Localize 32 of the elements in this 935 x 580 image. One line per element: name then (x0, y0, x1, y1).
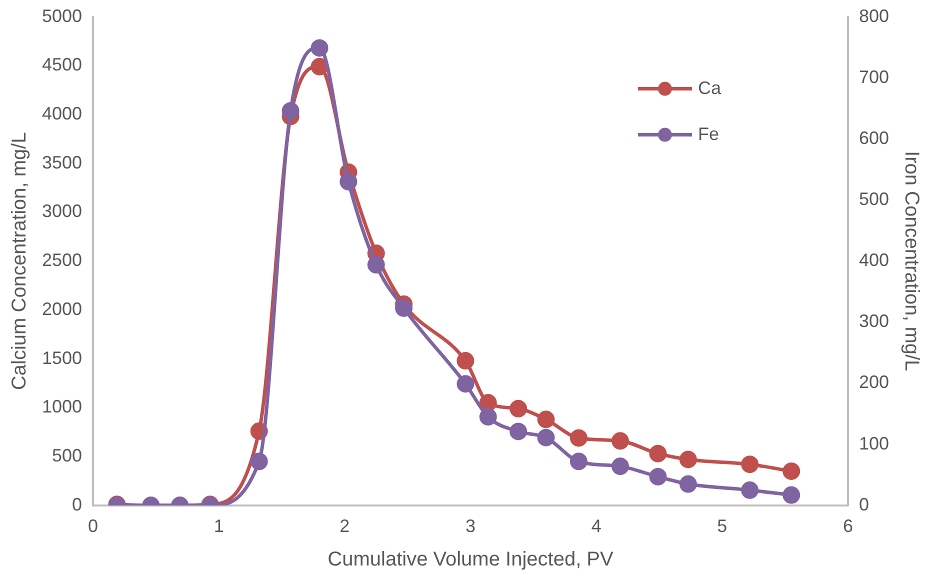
y-tick-label: 2000 (42, 298, 82, 319)
y-tick-label: 5000 (42, 6, 82, 26)
y2-tick-label: 300 (858, 311, 890, 332)
y2-tick-label: 600 (858, 128, 890, 148)
y-tick-label: 4500 (42, 54, 82, 75)
y-tick-label: 500 (52, 446, 82, 466)
y-tick-label: 1500 (42, 348, 82, 368)
x-tick-label: 3 (466, 516, 476, 536)
y-tick-label: 3000 (42, 201, 82, 222)
y2-tick-label: 0 (858, 494, 869, 514)
y2-axis-title: Iron Concentration, mg/L (900, 151, 922, 372)
x-tick-label: 2 (340, 516, 350, 536)
x-tick-label: 5 (717, 516, 728, 536)
y-tick-label: 1000 (42, 396, 82, 417)
y2-tick-label: 700 (858, 66, 890, 87)
y-tick-label: 3500 (42, 152, 82, 172)
legend-label: Ca (698, 78, 722, 98)
x-tick-label: 1 (214, 516, 224, 536)
legend-label: Fe (698, 124, 719, 144)
y-axis-title: Calcium Concentration, mg/L (8, 132, 31, 390)
x-axis-title: Cumulative Volume Injected, PV (328, 548, 614, 571)
y-tick-label: 0 (72, 494, 82, 514)
x-tick-label: 0 (88, 516, 98, 536)
y2-tick-label: 400 (858, 250, 890, 270)
x-tick-label: 4 (591, 516, 602, 536)
y-tick-label: 2500 (42, 250, 82, 270)
y2-tick-label: 200 (858, 372, 890, 392)
y2-tick-label: 100 (858, 433, 890, 454)
y2-tick-label: 800 (858, 6, 890, 26)
y2-tick-label: 500 (858, 188, 890, 209)
x-tick-label: 6 (842, 516, 853, 536)
y-tick-label: 4000 (42, 103, 82, 124)
